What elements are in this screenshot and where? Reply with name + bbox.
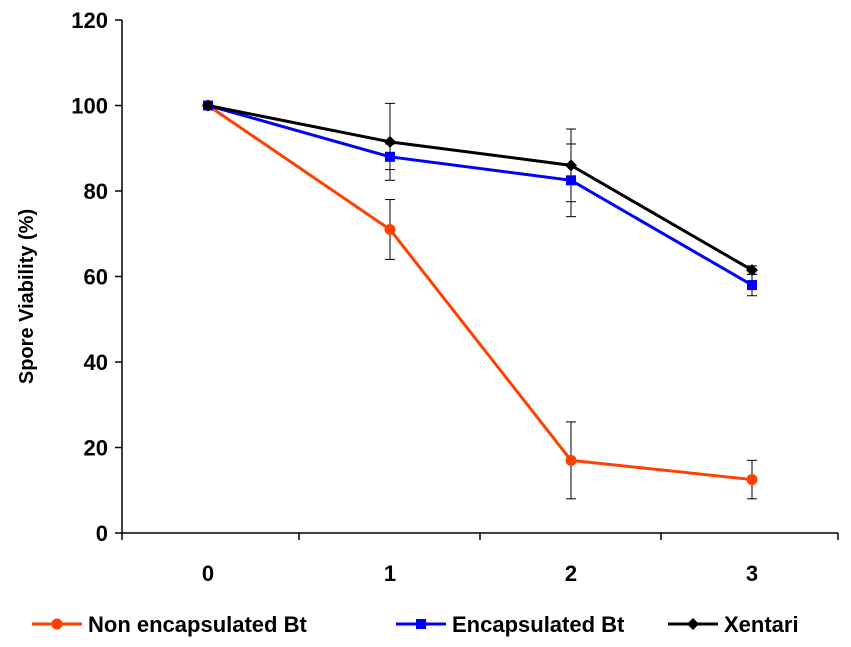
axes: 0 20 40 60 80 100 120 0 1 2 3 [71, 8, 839, 586]
series-line-non-encapsulated-bt [207, 104, 753, 482]
x-tick-label: 1 [384, 561, 396, 586]
legend: Non encapsulated Bt Encapsulated Bt Xentar… [32, 612, 799, 637]
legend-item-encapsulated-bt: Encapsulated Bt [396, 612, 625, 637]
legend-swatch-marker [416, 619, 426, 629]
y-tick-label: 80 [84, 179, 108, 204]
data-point-encapsulated-bt [566, 175, 576, 186]
y-tick-label: 0 [96, 521, 108, 546]
y-tick-label: 40 [84, 350, 108, 375]
data-point-xentari [384, 135, 396, 148]
y-tick-label: 60 [84, 265, 108, 290]
x-tick-label: 2 [565, 561, 577, 586]
data-point-xentari [202, 99, 214, 112]
data-point-non-encapsulated-bt [746, 474, 758, 486]
x-tick-label: 0 [202, 561, 214, 586]
data-point-encapsulated-bt [385, 151, 395, 162]
x-ticks: 0 1 2 3 [121, 533, 839, 586]
y-tick-label: 100 [71, 94, 108, 119]
data-point-non-encapsulated-bt [384, 223, 396, 235]
legend-item-xentari: Xentari [668, 612, 799, 637]
x-tick-label: 3 [746, 561, 758, 586]
series-line-xentari [207, 104, 753, 272]
y-tick-label: 120 [71, 8, 108, 33]
legend-label: Non encapsulated Bt [88, 612, 307, 637]
series-lines [207, 104, 753, 482]
y-axis-title: Spore Viability (%) [16, 209, 38, 384]
data-point-encapsulated-bt [747, 280, 757, 291]
legend-swatch-marker [51, 618, 63, 630]
legend-label: Encapsulated Bt [452, 612, 625, 637]
legend-item-non-encapsulated-bt: Non encapsulated Bt [32, 612, 307, 637]
legend-label: Xentari [724, 612, 799, 637]
data-point-non-encapsulated-bt [565, 454, 577, 466]
data-point-xentari [746, 264, 758, 277]
data-point-xentari [565, 159, 577, 172]
series-markers [202, 99, 758, 486]
legend-swatch-marker [687, 618, 699, 630]
y-ticks: 0 20 40 60 80 100 120 [71, 8, 122, 546]
series-line-encapsulated-bt [207, 104, 753, 287]
y-tick-label: 20 [84, 436, 108, 461]
